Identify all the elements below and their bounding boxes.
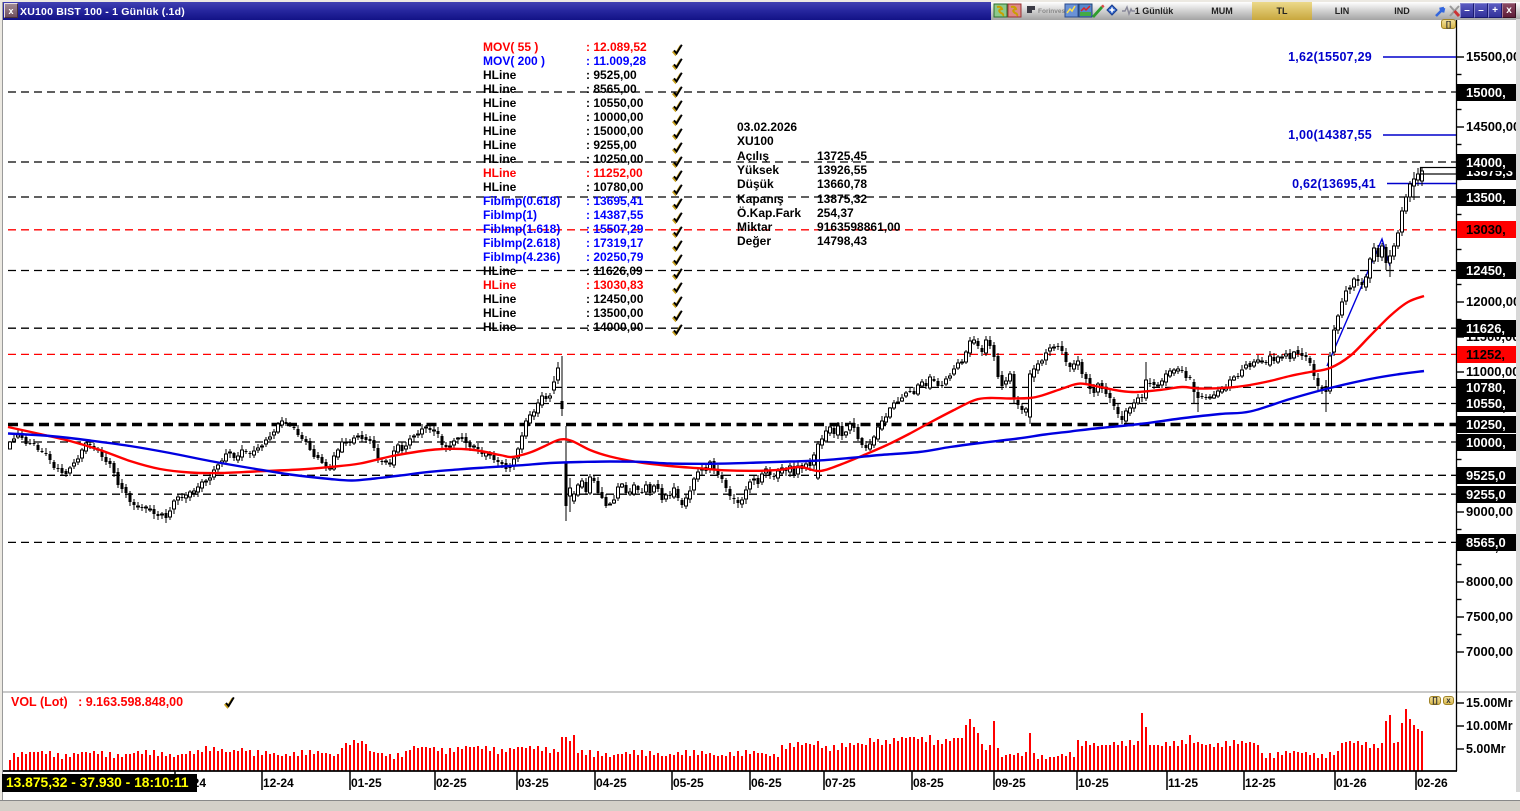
- svg-text:Forinvest: Forinvest: [1038, 8, 1068, 15]
